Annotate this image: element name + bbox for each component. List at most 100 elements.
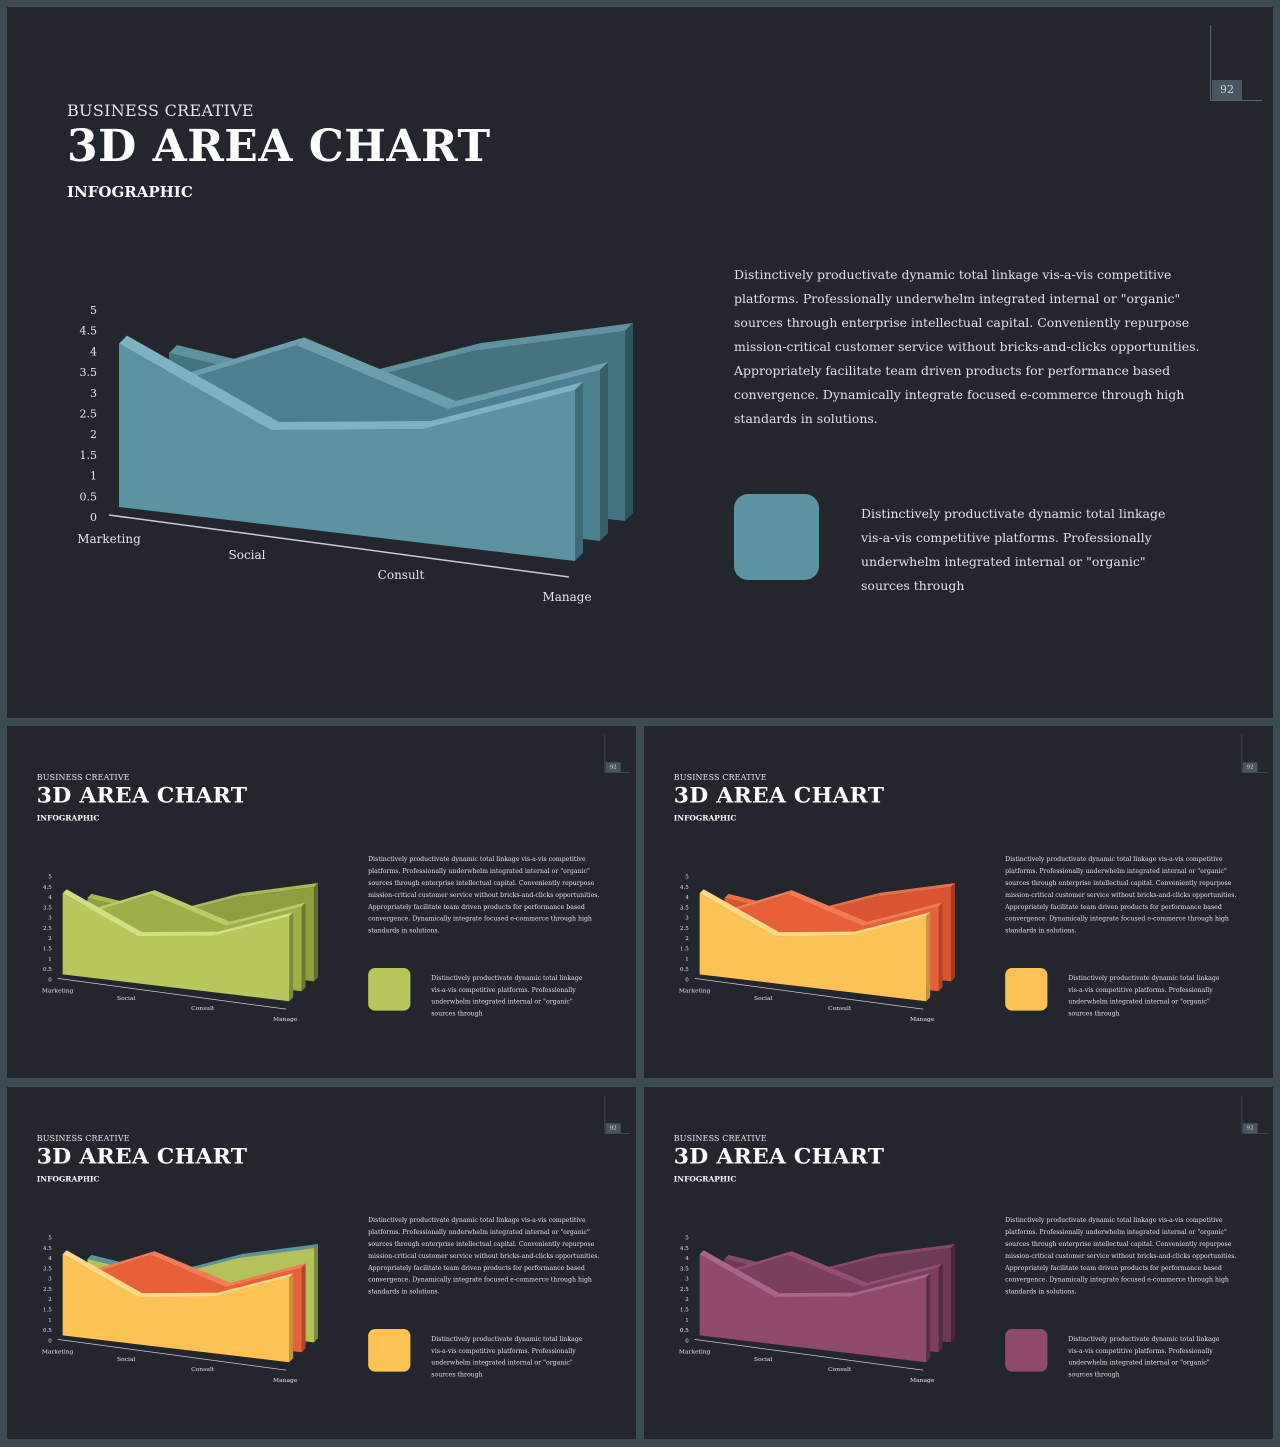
y-tick-label: 3.5 [43,905,52,911]
y-tick-label: 3.5 [43,1266,52,1272]
area-series-1 [699,1250,931,1363]
area-top-face [238,882,318,897]
area-side-face [301,902,306,992]
x-axis-line [694,978,924,1010]
area-top-face [150,890,231,926]
area-front-face [62,893,290,1002]
y-tick-label: 2.5 [680,926,689,932]
y-tick-label: 2 [48,1297,51,1303]
y-tick-label: 1 [90,470,97,483]
area-top-face [850,1273,931,1297]
y-tick-label: 2.5 [43,1287,52,1293]
x-category-label: Consult [828,1366,852,1373]
area-series-1 [119,335,583,561]
x-category-label: Social [754,1356,772,1363]
area-front-face [699,1254,927,1363]
legend-swatch [1005,967,1048,1011]
area-chart-3d: 0 0.5 1 1.5 2 2.5 3 3.5 4 4.5 5 Marketing Social Cons… [679,1236,955,1384]
area-series-1 [62,1250,294,1363]
area-side-face [951,1243,955,1343]
description-text: Distinctively productivate dynamic total… [368,1216,600,1296]
slide-mixed: BUSINESS CREATIVE 3D AREA CHART INFOGRAP… [7,1087,636,1439]
slide-main: BUSINESS CREATIVE 3D AREA CHART INFOGRAP… [7,7,1273,718]
legend-text: Distinctively productivate dynamic total… [431,973,583,1018]
area-side-face [575,382,583,561]
page-title: 3D AREA CHART [673,1143,885,1169]
area-top-face [863,902,943,926]
area-top-face [226,902,306,926]
y-tick-label: 5 [48,1236,52,1242]
legend-text: Distinctively productivate dynamic total… [1068,973,1220,1018]
area-series-1 [62,889,294,1002]
y-tick-label: 3.5 [80,366,98,379]
page-number: 92 [1242,1123,1258,1134]
area-top-face [699,1250,780,1298]
page-marker-line-horizontal [1210,100,1262,101]
y-tick-label: 4.5 [680,885,689,891]
area-top-face [875,882,955,897]
area-top-face [226,1263,306,1287]
area-top-face [423,382,583,429]
area-top-face [213,912,294,936]
y-tick-label: 5 [685,1236,689,1242]
y-tick-label: 5 [48,875,52,881]
y-tick-label: 4.5 [680,1246,689,1252]
y-tick-label: 0.5 [680,1328,689,1334]
area-top-face [775,1292,855,1298]
legend-text: Distinctively productivate dynamic total… [1068,1334,1220,1379]
area-front-face [699,893,927,1002]
area-side-face [926,912,931,1002]
area-side-face [938,902,943,992]
area-top-face [699,889,780,937]
legend-swatch [368,1328,411,1372]
x-category-label: Consult [191,1366,215,1373]
page-title: 3D AREA CHART [36,1143,248,1169]
y-tick-label: 1.5 [43,1308,52,1314]
y-tick-label: 4 [685,1256,689,1262]
x-category-label: Social [117,995,135,1002]
x-axis-line [108,514,570,578]
area-top-face [775,931,855,937]
area-top-face [238,1243,318,1258]
y-tick-label: 4 [685,895,689,901]
area-top-face [62,1250,143,1298]
x-category-label: Social [754,995,772,1002]
x-category-label: Manage [910,1377,935,1384]
x-category-label: Marketing [679,987,711,994]
area-front-face [119,343,575,561]
x-axis-line [57,978,287,1010]
y-tick-label: 4.5 [80,325,98,338]
y-tick-label: 4.5 [43,885,52,891]
y-tick-label: 5 [685,875,689,881]
subtitle: INFOGRAPHIC [673,813,737,823]
y-tick-label: 0 [685,977,689,983]
area-top-face [62,889,143,937]
subtitle: INFOGRAPHIC [36,1174,100,1184]
x-category-label: Marketing [679,1348,711,1355]
legend-swatch [734,494,819,580]
y-tick-label: 2.5 [680,1287,689,1293]
pretitle: BUSINESS CREATIVE [673,1133,767,1144]
y-tick-label: 2 [48,936,51,942]
x-category-label: Marketing [42,987,74,994]
slide-orange: BUSINESS CREATIVE 3D AREA CHART INFOGRAP… [644,726,1273,1078]
legend-swatch [368,967,411,1011]
y-tick-label: 5 [90,304,97,317]
y-tick-label: 3 [48,1277,52,1283]
legend-text: Distinctively productivate dynamic total… [861,506,1166,593]
y-tick-label: 4 [90,345,97,358]
page-number: 92 [1212,80,1242,100]
area-top-face [448,362,608,409]
x-category-label: Manage [273,1377,298,1384]
area-top-face [150,1251,231,1287]
area-top-face [787,1251,868,1287]
y-tick-label: 1 [685,957,688,963]
area-side-face [314,882,318,982]
subtitle: INFOGRAPHIC [36,813,100,823]
pretitle: BUSINESS CREATIVE [673,772,767,783]
x-axis-line [694,1339,924,1371]
area-chart-3d: 0 0.5 1 1.5 2 2.5 3 3.5 4 4.5 5 Marketing Social Cons… [42,1236,318,1384]
y-tick-label: 0 [90,511,97,524]
page-title: 3D AREA CHART [36,782,248,808]
area-top-face [296,337,456,409]
